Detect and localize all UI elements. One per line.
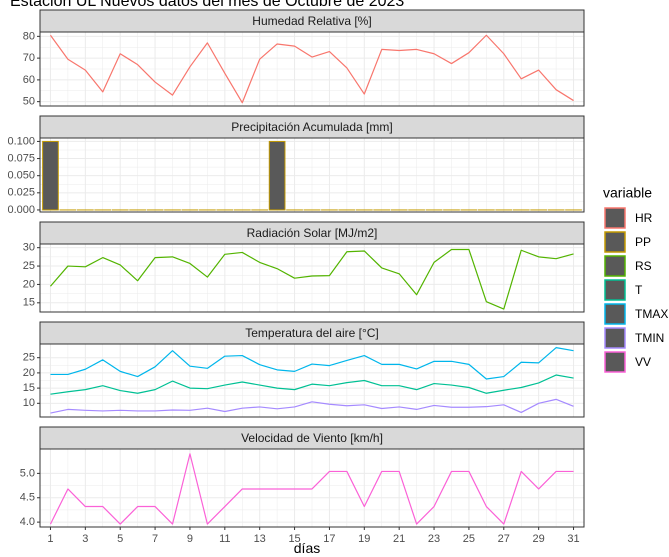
- legend-item-HR: HR: [604, 207, 653, 229]
- y-tick-label: 4.0: [20, 516, 35, 528]
- y-tick-label: 20: [23, 367, 35, 379]
- x-tick-label: 23: [428, 533, 440, 545]
- legend: variable HR PP RS T TMAX TMIN VV: [603, 185, 668, 373]
- x-axis-title: días: [294, 540, 320, 556]
- panel-2: Precipitación Acumulada [mm] 0.000 0.025 0.…: [7, 115, 585, 216]
- series-line-HR: [49, 34, 574, 104]
- x-tick-label: 19: [358, 533, 370, 545]
- panel-border: [39, 31, 585, 107]
- x-tick-label: 7: [152, 533, 158, 545]
- legend-label: TMAX: [635, 307, 668, 321]
- legend-key: [604, 231, 626, 253]
- x-tick-label: 21: [393, 533, 405, 545]
- legend-label: RS: [635, 259, 652, 273]
- strip-label: Humedad Relativa [%]: [252, 14, 371, 28]
- bar-PP-day-1: [42, 140, 59, 211]
- y-tick-label: 5.0: [20, 467, 35, 479]
- x-tick-label: 15: [288, 533, 300, 545]
- y-tick-label: 0.025: [7, 187, 35, 199]
- y-tick-label: 10: [23, 397, 35, 409]
- legend-label: TMIN: [635, 331, 664, 345]
- legend-item-T: T: [604, 279, 643, 301]
- x-tick-label: 3: [82, 533, 88, 545]
- y-tick-label: 25: [23, 352, 35, 364]
- panel-border: [39, 448, 585, 528]
- legend-key: [604, 279, 626, 301]
- strip-label: Temperatura del aire [°C]: [245, 326, 379, 340]
- x-tick-label: 25: [463, 533, 475, 545]
- chart-title: Estación UL Nuevos datos del mes de Octu…: [10, 0, 404, 10]
- panel-border: [39, 137, 585, 213]
- y-tick-label: 0.100: [7, 135, 35, 147]
- y-tick-label: 60: [23, 74, 35, 86]
- legend-key: [604, 327, 626, 349]
- legend-item-TMIN: TMIN: [604, 327, 664, 349]
- legend-key: [604, 255, 626, 277]
- x-tick-label: 27: [498, 533, 510, 545]
- y-tick-label: 4.5: [20, 492, 35, 504]
- strip-label: Radiación Solar [MJ/m2]: [247, 226, 378, 240]
- y-tick-label: 0.000: [7, 204, 35, 216]
- panel-1: Humedad Relativa [%] 50 60 70 80: [23, 9, 585, 108]
- legend-key: [604, 207, 626, 229]
- legend-key: [604, 303, 626, 325]
- y-tick-label: 80: [23, 30, 35, 42]
- strip-label: Velocidad de Viento [km/h]: [241, 431, 383, 445]
- series-line-TMIN: [50, 398, 574, 414]
- panel-border: [39, 343, 585, 418]
- legend-item-TMAX: TMAX: [604, 303, 668, 325]
- panels: Humedad Relativa [%] 50 60 70 80 Precipitació…: [7, 9, 585, 545]
- panel-4: Temperatura del aire [°C] 10 15 20 25: [23, 321, 585, 418]
- x-tick-label: 1: [47, 533, 53, 545]
- bar-PP-day-14: [268, 140, 286, 211]
- series-line-VV: [49, 453, 574, 525]
- legend-item-RS: RS: [604, 255, 652, 277]
- y-tick-label: 0.050: [7, 170, 35, 182]
- y-tick-label: 25: [23, 260, 35, 272]
- x-tick-label: 29: [533, 533, 545, 545]
- x-tick-label: 13: [254, 533, 266, 545]
- x-tick-label: 31: [567, 533, 579, 545]
- y-tick-label: 20: [23, 278, 35, 290]
- legend-label: T: [635, 283, 643, 297]
- y-tick-label: 15: [23, 297, 35, 309]
- y-tick-label: 15: [23, 382, 35, 394]
- series-line-T: [50, 374, 574, 395]
- strip-label: Precipitación Acumulada [mm]: [231, 120, 392, 134]
- legend-title: variable: [603, 185, 652, 201]
- legend-key: [604, 351, 626, 373]
- x-tick-label: 11: [219, 533, 230, 545]
- panel-border: [39, 243, 585, 313]
- y-tick-label: 70: [23, 52, 35, 64]
- panel-5: Velocidad de Viento [km/h]4.04.55.01 3 5 7 9…: [20, 426, 585, 545]
- x-tick-label: 9: [187, 533, 193, 545]
- x-tick-label: 17: [323, 533, 335, 545]
- legend-label: PP: [635, 235, 651, 249]
- panel-3: Radiación Solar [MJ/m2] 15 20 25 30: [23, 221, 585, 313]
- series-line-TMAX: [50, 347, 574, 380]
- y-tick-label: 50: [23, 96, 35, 108]
- legend-label: HR: [635, 211, 653, 225]
- legend-item-VV: VV: [604, 351, 651, 373]
- y-tick-label: 0.075: [7, 152, 35, 164]
- series-line-RS: [50, 248, 574, 310]
- y-tick-label: 30: [23, 242, 35, 254]
- x-tick-label: 5: [117, 533, 123, 545]
- legend-label: VV: [635, 355, 651, 369]
- legend-item-PP: PP: [604, 231, 651, 253]
